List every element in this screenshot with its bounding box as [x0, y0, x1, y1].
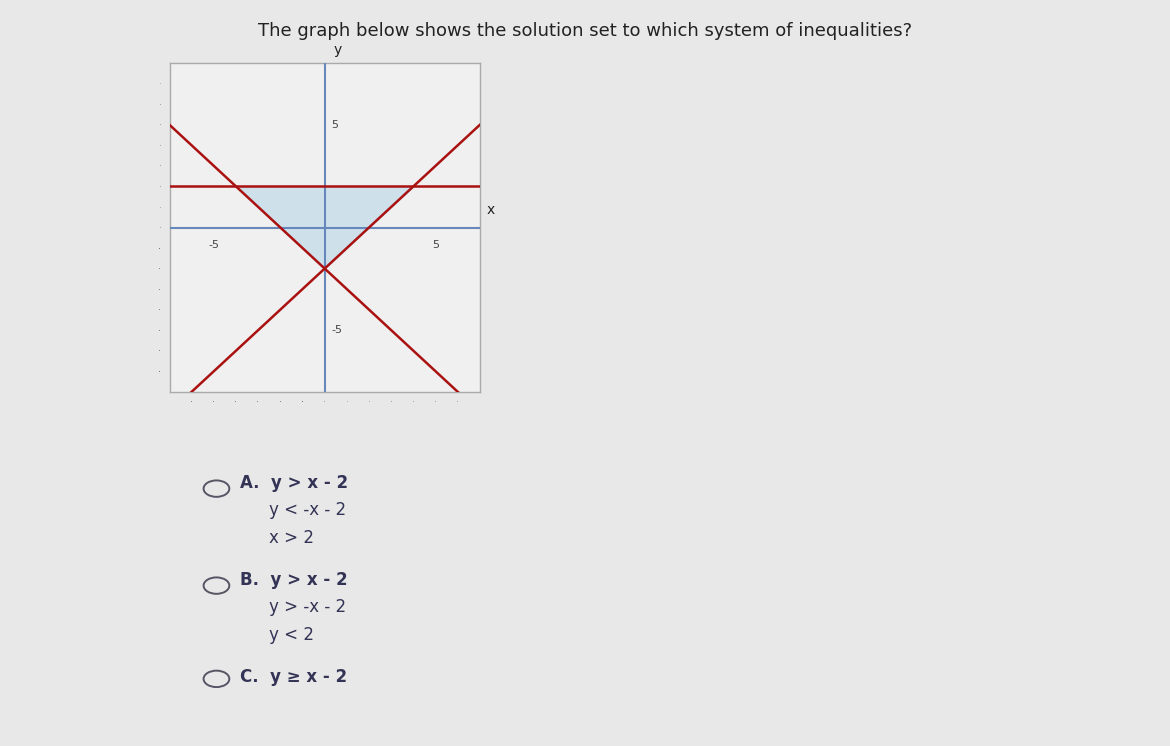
Text: A.  y > x - 2: A. y > x - 2: [240, 474, 347, 492]
Text: x > 2: x > 2: [269, 529, 314, 547]
Text: B.  y > x - 2: B. y > x - 2: [240, 571, 347, 589]
Text: The graph below shows the solution set to which system of inequalities?: The graph below shows the solution set t…: [257, 22, 913, 40]
Text: -5: -5: [331, 325, 343, 335]
Text: -5: -5: [208, 240, 220, 250]
Text: y < -x - 2: y < -x - 2: [269, 501, 346, 519]
Text: y < 2: y < 2: [269, 626, 314, 644]
Text: y > -x - 2: y > -x - 2: [269, 598, 346, 616]
Text: x: x: [487, 203, 495, 217]
Text: C.  y ≥ x - 2: C. y ≥ x - 2: [240, 668, 347, 686]
Text: y: y: [333, 43, 342, 57]
Text: 5: 5: [331, 120, 338, 130]
Text: 5: 5: [432, 240, 439, 250]
